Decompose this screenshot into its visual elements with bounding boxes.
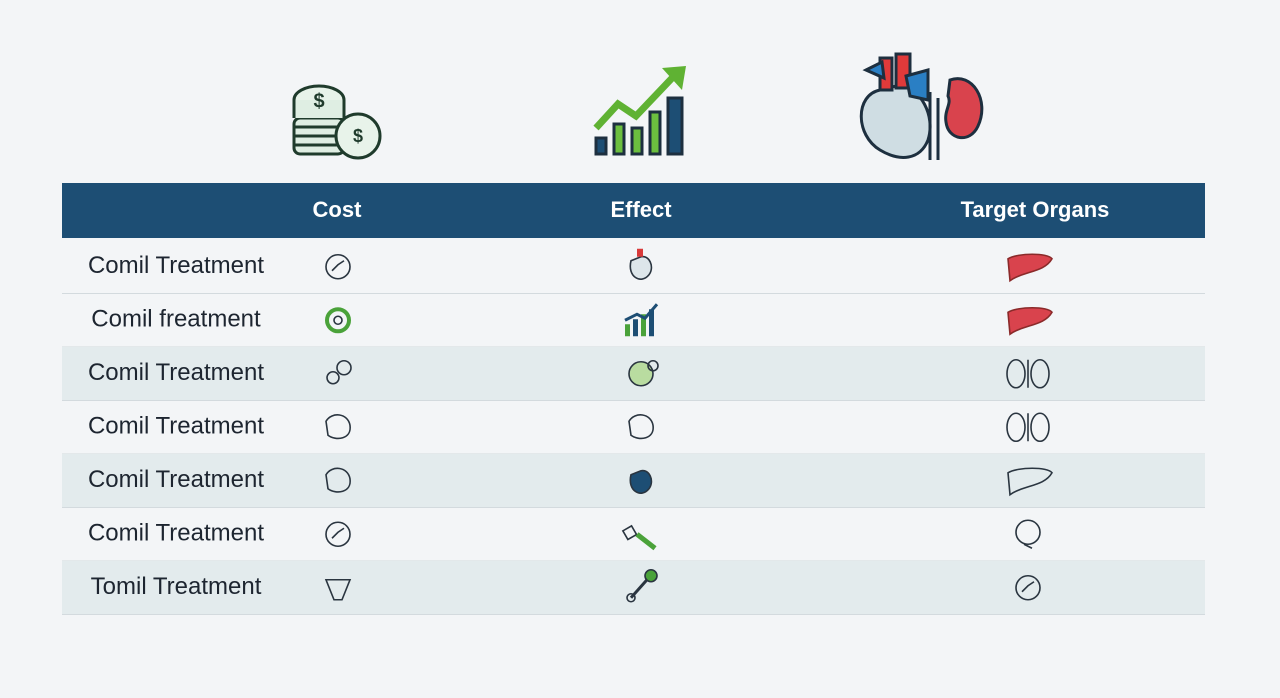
column-header: Effect — [610, 197, 672, 222]
cell-icon — [331, 260, 345, 272]
cell-icon — [628, 360, 654, 387]
icon-glyph: $ — [313, 90, 324, 112]
cell-icon — [336, 359, 352, 376]
cell-icon — [625, 324, 630, 337]
row-label: Tomil Treatment — [91, 573, 262, 600]
cell-icon — [633, 319, 638, 337]
cell-icon — [629, 469, 653, 494]
cell-icon — [635, 532, 657, 551]
row-icons — [324, 568, 1041, 603]
row-label: Comil Treatment — [88, 413, 264, 440]
row-label: Comil Treatment — [88, 466, 264, 493]
cell-icon — [325, 253, 351, 280]
cell-icon — [1007, 467, 1053, 497]
organs-icon — [859, 52, 984, 160]
header-bar — [62, 183, 1205, 238]
row-label: Comil freatment — [91, 306, 261, 333]
cell-icon — [1007, 253, 1053, 283]
cell-icon — [1021, 581, 1035, 593]
cell-icon — [628, 414, 654, 440]
column-header: Target Organs — [961, 197, 1110, 222]
cell-icon — [325, 521, 351, 548]
cell-icon — [325, 467, 351, 493]
cell-icon — [1006, 358, 1026, 389]
cell-icon — [324, 578, 352, 601]
cell-icon — [641, 314, 646, 337]
cell-icon — [325, 414, 351, 440]
cell-icon — [333, 315, 343, 326]
cell-icon — [1015, 574, 1041, 601]
row-label: Comil Treatment — [88, 252, 264, 279]
cell-icon — [621, 524, 638, 541]
cell-icon — [647, 359, 659, 372]
cell-icon — [331, 527, 345, 539]
cell-icon — [624, 303, 659, 322]
cell-icon — [626, 592, 636, 603]
cell-icon — [326, 370, 340, 385]
row-icons — [325, 467, 1053, 497]
row-label: Comil Treatment — [88, 520, 264, 547]
cell-icon — [637, 248, 643, 257]
cell-icon — [1023, 543, 1033, 549]
row-icons — [325, 412, 1050, 443]
row-icons — [325, 248, 1053, 283]
cell-icon — [1030, 412, 1050, 443]
column-header: Cost — [313, 197, 363, 222]
icon-glyph: $ — [353, 126, 363, 146]
effect-icon — [593, 66, 686, 156]
cell-icon — [629, 255, 653, 280]
cell-icon — [1007, 306, 1053, 336]
cell-icon — [325, 307, 351, 334]
row-icons — [325, 303, 1053, 337]
cell-icon — [644, 568, 658, 583]
cell-icon — [1015, 519, 1041, 546]
cell-icon — [1006, 412, 1026, 443]
cost-icon — [292, 84, 382, 160]
row-icons — [325, 519, 1041, 551]
row-icons — [326, 358, 1050, 389]
cell-icon — [1030, 358, 1050, 389]
cell-icon — [649, 309, 654, 337]
row-label: Comil Treatment — [88, 359, 264, 386]
row-shade — [62, 561, 1205, 615]
